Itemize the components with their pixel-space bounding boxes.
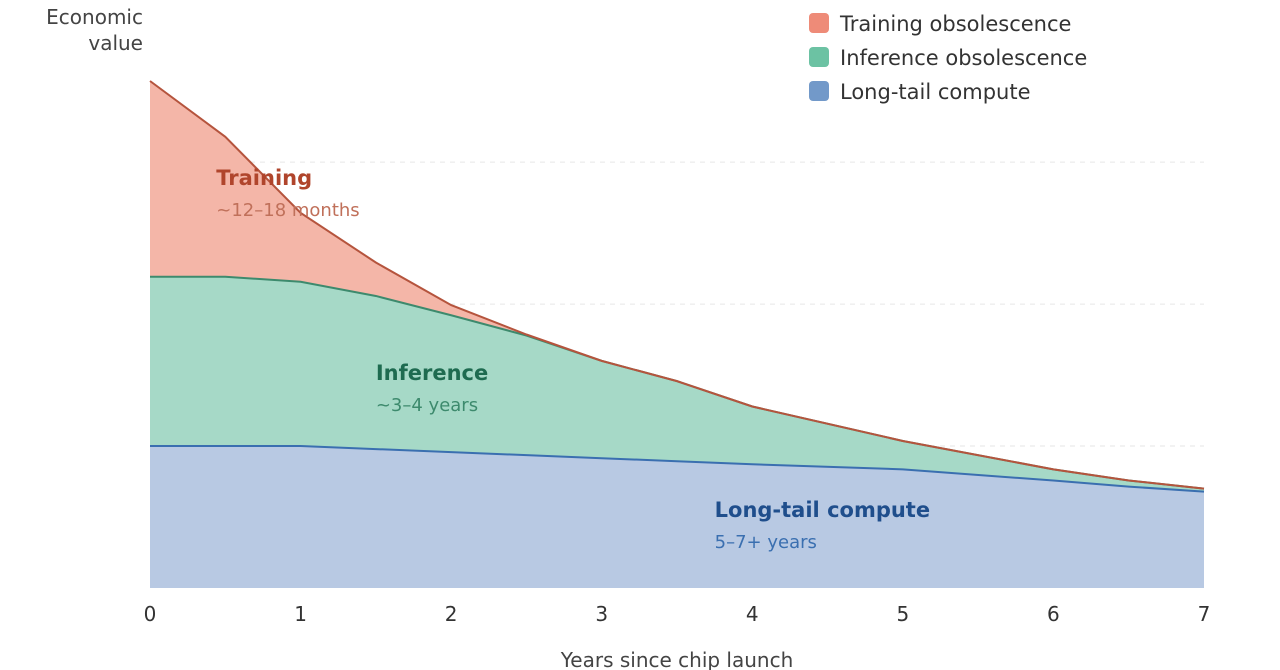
annotation-subtitle-longtail: 5–7+ years: [715, 532, 817, 553]
annotation-title-longtail: Long-tail compute: [715, 498, 930, 522]
x-tick-label: 2: [445, 602, 458, 626]
area-training: [150, 81, 1204, 489]
annotation-subtitle-inference: ~3–4 years: [376, 395, 478, 416]
x-tick-label: 5: [896, 602, 909, 626]
annotation-title-inference: Inference: [376, 361, 488, 385]
legend-label: Training obsolescence: [839, 12, 1071, 36]
line-longtail: [150, 445, 1205, 493]
x-tick-label: 0: [144, 602, 157, 626]
legend-swatch: [809, 47, 829, 67]
annotation-subtitle-training: ~12–18 months: [216, 200, 359, 221]
legend: Training obsolescence Inference obsolesce…: [809, 12, 1087, 104]
x-tick-label: 7: [1198, 602, 1211, 626]
chart-lines: [149, 80, 1205, 493]
legend-swatch: [809, 13, 829, 33]
x-tick-label: 6: [1047, 602, 1060, 626]
legend-label: Inference obsolescence: [840, 46, 1087, 70]
y-axis-label-line2: value: [88, 31, 143, 55]
y-axis-label-line1: Economic: [46, 5, 143, 29]
line-training: [149, 80, 1205, 490]
x-axis-ticks: 0 1 2 3 4 5 6 7: [144, 602, 1211, 626]
area-longtail: [150, 446, 1204, 588]
annotations: Long-tail compute 5–7+ years Inference ~3–4…: [216, 166, 930, 553]
x-tick-label: 1: [294, 602, 307, 626]
area-inference: [150, 276, 1204, 492]
chart-areas: [150, 81, 1204, 588]
legend-swatch: [809, 81, 829, 101]
legend-label: Long-tail compute: [840, 80, 1031, 104]
x-tick-label: 4: [746, 602, 759, 626]
x-tick-label: 3: [595, 602, 608, 626]
annotation-title-training: Training: [216, 166, 312, 190]
x-axis-label: Years since chip launch: [560, 648, 794, 670]
